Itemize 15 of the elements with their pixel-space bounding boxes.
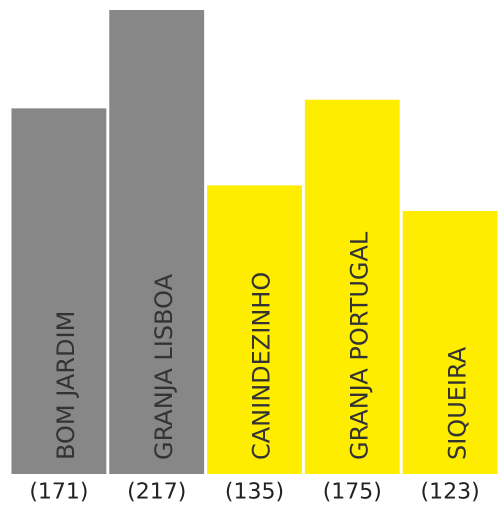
data-label: (123) <box>420 480 480 505</box>
x-tick-label: GRANJA LISBOA <box>150 273 178 460</box>
data-label: (217) <box>127 480 186 505</box>
bar <box>11 108 106 474</box>
bar <box>109 10 204 474</box>
bar <box>304 100 400 474</box>
data-label: (171) <box>29 480 88 505</box>
data-label: (135) <box>224 480 284 505</box>
x-tick-label: BOM JARDIM <box>52 310 80 460</box>
bar <box>402 210 498 474</box>
x-tick-label: CANINDEZINHO <box>248 272 276 460</box>
bar <box>207 185 302 474</box>
x-tick-label: SIQUEIRA <box>443 346 472 460</box>
data-label: (175) <box>322 480 382 505</box>
x-tick-label: GRANJA PORTUGAL <box>346 231 374 460</box>
